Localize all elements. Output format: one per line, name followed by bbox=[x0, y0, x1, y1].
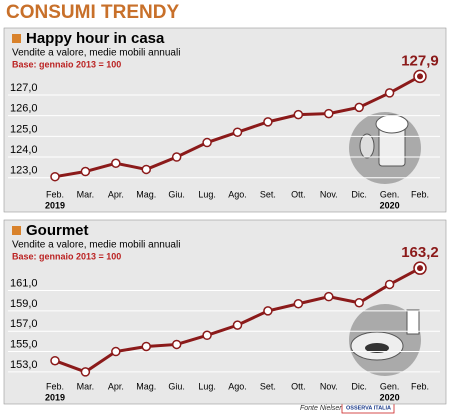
marker bbox=[354, 297, 364, 308]
x-tick-label: Ago. bbox=[228, 381, 247, 391]
y-tick-label: 157,0 bbox=[10, 318, 38, 330]
y-tick-label: 126,0 bbox=[10, 103, 38, 115]
chart-title: Happy hour in casa bbox=[26, 30, 165, 47]
illustration bbox=[375, 114, 409, 134]
value-label: 127,9 bbox=[401, 52, 439, 69]
y-tick-label: 153,0 bbox=[10, 359, 38, 371]
x-tick-label: Gen. bbox=[380, 381, 400, 391]
marker-center bbox=[417, 73, 423, 80]
marker bbox=[111, 346, 121, 357]
x-tick-label: Ott. bbox=[291, 381, 306, 391]
title-marker bbox=[12, 34, 21, 43]
marker bbox=[232, 127, 243, 137]
marker bbox=[384, 279, 395, 290]
marker bbox=[80, 166, 91, 177]
source: Fonte Nielsen bbox=[300, 405, 343, 412]
x-tick-label: Dic. bbox=[351, 189, 367, 199]
chart-subtitle: Vendite a valore, medie mobili annuali bbox=[12, 48, 180, 59]
marker bbox=[202, 137, 212, 148]
marker bbox=[202, 330, 212, 341]
title-marker bbox=[12, 226, 21, 235]
marker bbox=[141, 341, 151, 352]
year-label: 2020 bbox=[380, 392, 400, 402]
x-tick-label: Lug. bbox=[198, 381, 216, 391]
x-tick-label: Dic. bbox=[351, 381, 367, 391]
year-label: 2019 bbox=[45, 392, 65, 402]
marker bbox=[50, 355, 60, 366]
marker bbox=[171, 152, 182, 162]
x-tick-label: Ago. bbox=[228, 189, 247, 199]
marker-center bbox=[417, 265, 423, 272]
x-tick-label: Nov. bbox=[320, 381, 338, 391]
x-tick-label: Nov. bbox=[320, 189, 338, 199]
x-tick-label: Feb. bbox=[46, 189, 64, 199]
x-tick-label: Giu. bbox=[168, 381, 185, 391]
logo: OSSERVA ITALIA bbox=[346, 405, 391, 411]
marker bbox=[141, 164, 151, 175]
marker bbox=[232, 320, 243, 330]
x-tick-label: Mar. bbox=[77, 381, 95, 391]
page-title: CONSUMI TRENDY bbox=[6, 2, 179, 23]
marker bbox=[263, 117, 273, 127]
y-tick-label: 161,0 bbox=[10, 277, 38, 289]
chart-note: Base: gennaio 2013 = 100 bbox=[12, 59, 121, 69]
year-label: 2019 bbox=[45, 200, 65, 210]
x-tick-label: Giu. bbox=[168, 189, 185, 199]
x-tick-label: Apr. bbox=[108, 189, 124, 199]
marker bbox=[384, 88, 395, 98]
x-tick-label: Feb. bbox=[411, 381, 429, 391]
x-tick-label: Mag. bbox=[136, 381, 156, 391]
value-label: 163,2 bbox=[401, 244, 439, 261]
x-tick-label: Gen. bbox=[380, 189, 400, 199]
y-tick-label: 124,0 bbox=[10, 144, 38, 156]
x-tick-label: Set. bbox=[260, 189, 276, 199]
marker bbox=[263, 306, 273, 316]
x-tick-label: Set. bbox=[260, 381, 276, 391]
marker bbox=[50, 171, 60, 182]
y-tick-label: 125,0 bbox=[10, 123, 38, 135]
y-tick-label: 155,0 bbox=[10, 338, 38, 350]
x-tick-label: Mar. bbox=[77, 189, 95, 199]
x-tick-label: Apr. bbox=[108, 381, 124, 391]
year-label: 2020 bbox=[380, 200, 400, 210]
x-tick-label: Feb. bbox=[46, 381, 64, 391]
x-tick-label: Ott. bbox=[291, 189, 306, 199]
y-tick-label: 123,0 bbox=[10, 165, 38, 177]
chart-subtitle: Vendite a valore, medie mobili annuali bbox=[12, 240, 180, 251]
marker bbox=[171, 339, 182, 350]
illustration bbox=[365, 343, 389, 353]
illustration bbox=[359, 133, 375, 159]
marker bbox=[111, 158, 121, 168]
marker bbox=[354, 102, 364, 113]
marker bbox=[293, 299, 304, 309]
marker bbox=[293, 109, 304, 120]
y-tick-label: 159,0 bbox=[10, 298, 38, 310]
chart-title: Gourmet bbox=[26, 222, 89, 239]
marker bbox=[80, 367, 91, 377]
x-tick-label: Feb. bbox=[411, 189, 429, 199]
illustration bbox=[406, 309, 420, 335]
marker bbox=[324, 291, 334, 302]
y-tick-label: 127,0 bbox=[10, 82, 38, 94]
marker bbox=[324, 108, 334, 119]
x-tick-label: Mag. bbox=[136, 189, 156, 199]
x-tick-label: Lug. bbox=[198, 189, 216, 199]
chart-note: Base: gennaio 2013 = 100 bbox=[12, 251, 121, 261]
